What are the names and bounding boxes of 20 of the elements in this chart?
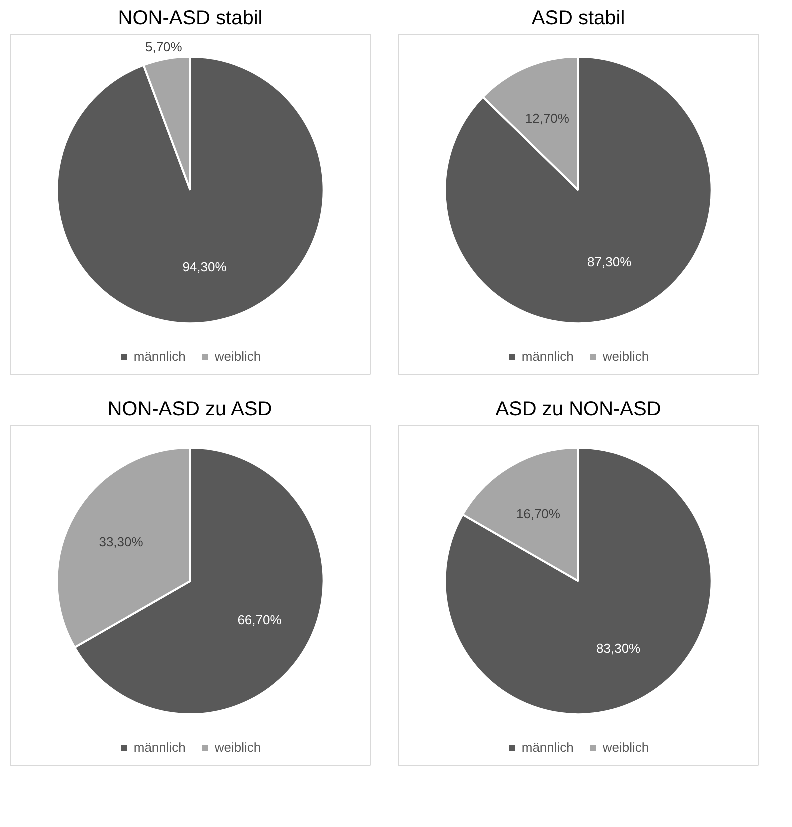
chart-title: NON-ASD zu ASD	[108, 398, 272, 420]
data-label: 94,30%	[182, 259, 228, 274]
chart-title: NON-ASD stabil	[118, 8, 263, 30]
legend-label: männlich	[134, 740, 186, 755]
data-label: 33,30%	[99, 534, 144, 550]
data-label: 87,30%	[588, 254, 632, 270]
legend-label: weiblich	[602, 349, 650, 364]
chart-title: ASD zu NON-ASD	[496, 398, 662, 420]
legend-label: männlich	[522, 740, 574, 755]
legend-label: männlich	[134, 349, 186, 364]
data-label: 12,70%	[525, 110, 570, 126]
legend-label: weiblich	[214, 349, 262, 364]
data-label: 5,70%	[145, 40, 183, 55]
chart-title: ASD stabil	[532, 8, 626, 30]
legend-label: weiblich	[602, 740, 650, 755]
data-label: 16,70%	[516, 506, 561, 522]
legend-label: männlich	[522, 349, 574, 364]
data-label: 83,30%	[596, 641, 642, 656]
data-label: 66,70%	[238, 612, 282, 628]
legend-label: weiblich	[214, 740, 262, 755]
